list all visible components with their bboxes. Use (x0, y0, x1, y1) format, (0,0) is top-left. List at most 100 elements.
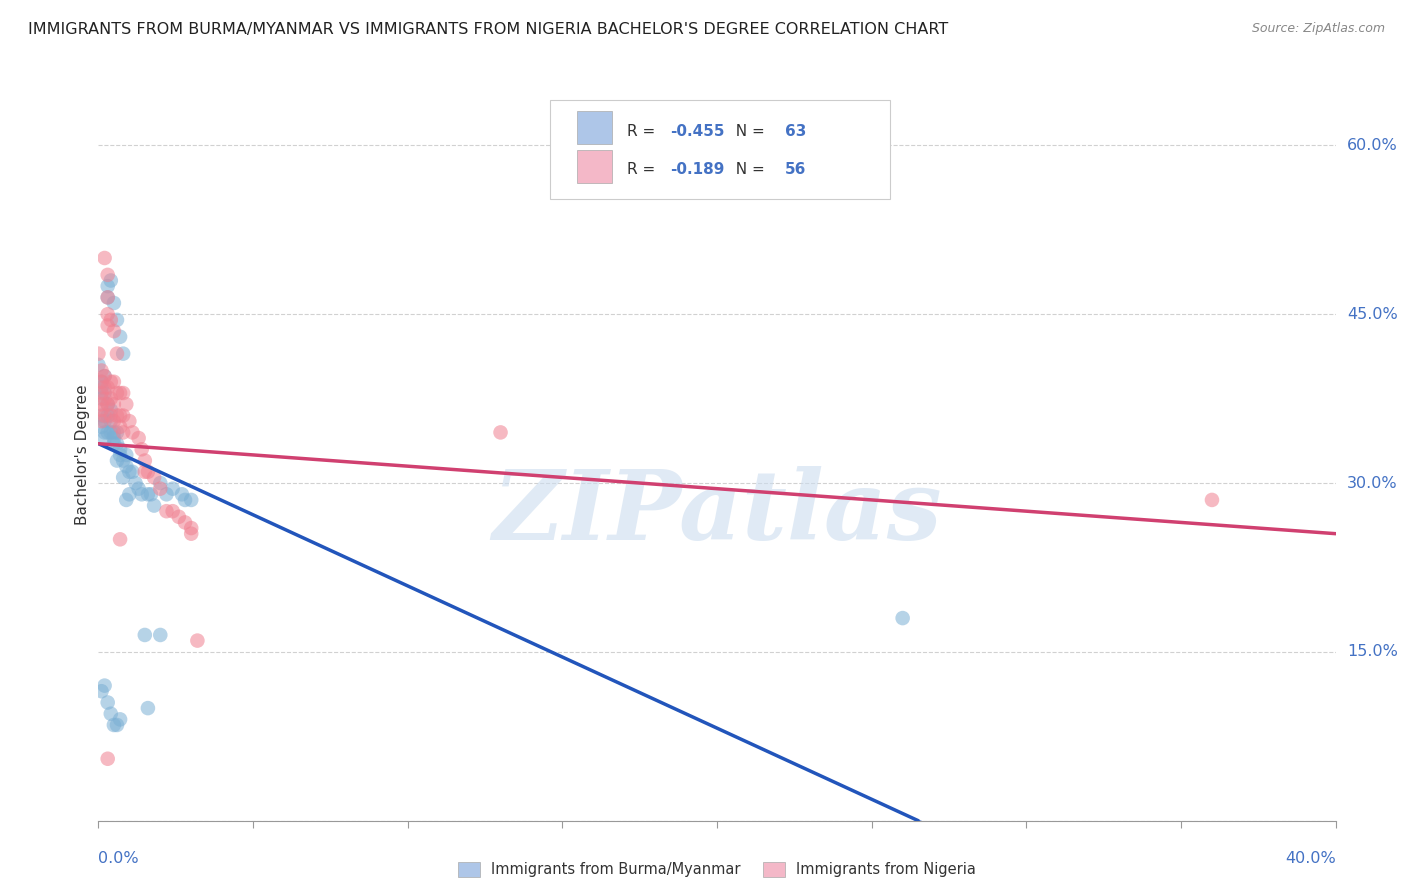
Point (143, 470, 166, 484)
Point (97, 318, 120, 333)
Point (128, 431, 150, 445)
Point (149, 476, 172, 491)
Point (90, 363, 112, 377)
Point (97, 696, 120, 710)
Point (93, 380, 115, 394)
Point (131, 442, 153, 457)
Point (162, 482, 184, 496)
Text: N =: N = (725, 162, 769, 178)
Point (180, 521, 202, 535)
FancyBboxPatch shape (550, 100, 890, 199)
Text: 30.0%: 30.0% (1347, 475, 1398, 491)
Point (103, 397, 125, 411)
Point (90, 403, 112, 417)
Point (115, 397, 138, 411)
Point (112, 453, 135, 467)
Point (118, 487, 141, 501)
Point (143, 499, 166, 513)
Point (105, 346, 128, 360)
Point (112, 386, 135, 401)
Point (90, 375, 112, 389)
Point (90, 380, 112, 394)
Point (97, 290, 120, 304)
Point (108, 533, 131, 547)
Point (115, 448, 138, 462)
Point (108, 409, 131, 423)
Point (100, 706, 122, 721)
Point (155, 504, 177, 518)
Point (118, 414, 141, 428)
Point (112, 346, 135, 360)
Point (103, 431, 125, 445)
Point (124, 476, 146, 491)
Point (90, 386, 112, 401)
Point (90, 684, 112, 698)
Point (170, 487, 193, 501)
Point (162, 504, 184, 518)
Point (97, 307, 120, 321)
Point (100, 313, 122, 327)
Point (97, 409, 120, 423)
Point (134, 628, 156, 642)
Text: ZIPatlas: ZIPatlas (492, 467, 942, 560)
Point (105, 313, 128, 327)
Point (90, 375, 112, 389)
Point (118, 465, 141, 479)
Point (121, 465, 143, 479)
Point (121, 425, 143, 440)
Point (180, 526, 202, 541)
Point (489, 425, 512, 440)
Point (93, 425, 115, 440)
Point (93, 679, 115, 693)
Text: 45.0%: 45.0% (1347, 307, 1398, 322)
Point (93, 409, 115, 423)
Point (90, 397, 112, 411)
Text: 56: 56 (785, 162, 807, 178)
Point (93, 369, 115, 384)
FancyBboxPatch shape (578, 112, 612, 145)
Point (108, 712, 131, 726)
Point (90, 392, 112, 406)
Point (97, 425, 120, 440)
Point (100, 409, 122, 423)
Text: N =: N = (725, 123, 769, 138)
Point (108, 448, 131, 462)
Point (105, 409, 128, 423)
Y-axis label: Bachelor's Degree: Bachelor's Degree (75, 384, 90, 525)
Point (90, 414, 112, 428)
Text: 60.0%: 60.0% (1347, 138, 1398, 153)
Point (167, 509, 190, 524)
Point (112, 409, 135, 423)
Point (136, 701, 159, 715)
Point (103, 425, 125, 440)
Point (115, 492, 138, 507)
Point (97, 397, 120, 411)
Point (186, 633, 208, 648)
Point (180, 492, 202, 507)
Point (108, 419, 131, 434)
Point (155, 487, 177, 501)
Point (97, 752, 120, 766)
Point (139, 487, 162, 501)
Point (97, 380, 120, 394)
FancyBboxPatch shape (578, 150, 612, 183)
Point (108, 330, 131, 344)
Point (93, 392, 115, 406)
Point (100, 375, 122, 389)
Point (149, 628, 172, 642)
Text: IMMIGRANTS FROM BURMA/MYANMAR VS IMMIGRANTS FROM NIGERIA BACHELOR'S DEGREE CORRE: IMMIGRANTS FROM BURMA/MYANMAR VS IMMIGRA… (28, 22, 949, 37)
Text: 40.0%: 40.0% (1285, 851, 1336, 866)
Text: R =: R = (627, 162, 659, 178)
Point (100, 403, 122, 417)
Point (103, 296, 125, 310)
Point (136, 465, 159, 479)
Point (174, 492, 197, 507)
Point (100, 425, 122, 440)
Point (891, 611, 914, 625)
Point (105, 425, 128, 440)
Point (100, 392, 122, 406)
Point (134, 453, 156, 467)
Text: 15.0%: 15.0% (1347, 644, 1398, 659)
Point (103, 718, 125, 732)
Point (105, 453, 128, 467)
